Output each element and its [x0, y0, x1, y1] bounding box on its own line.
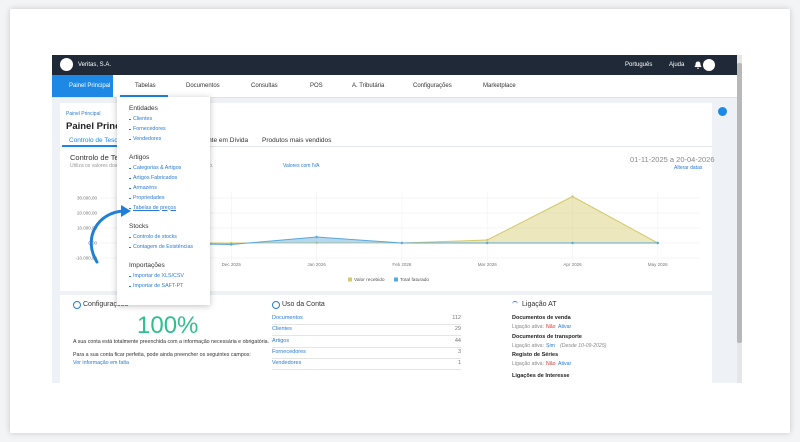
dropdown-bullet — [129, 168, 131, 169]
dropdown-bullet — [129, 247, 131, 248]
dropdown-bullet — [129, 178, 131, 179]
dropdown-bullet — [129, 188, 131, 189]
y-tick-label: 0,00 — [88, 241, 97, 246]
dropdown-header: Entidades — [129, 106, 158, 113]
data-point — [315, 236, 317, 238]
x-tick-label: Jan 2026 — [307, 262, 326, 267]
dropdown-header: Importações — [129, 263, 165, 270]
x-tick-label: Feb 2026 — [392, 262, 412, 267]
data-point — [486, 242, 488, 244]
legend-label: Valor recebido — [354, 277, 385, 283]
dropdown-bullet — [129, 198, 131, 199]
x-tick-label: May 2026 — [648, 262, 668, 267]
data-point — [401, 242, 403, 244]
dropdown-item[interactable]: Categorias & Artigos — [133, 166, 181, 171]
dropdown-item[interactable]: Artigos Fabricados — [133, 176, 177, 181]
x-tick-label: Apr 2026 — [563, 262, 582, 267]
dropdown-item[interactable]: Controlo de stocks — [133, 235, 177, 240]
dropdown-item[interactable]: Importar de XLS/CSV — [133, 274, 184, 279]
data-point — [571, 242, 573, 244]
dropdown-header: Artigos — [129, 155, 149, 162]
data-point — [571, 195, 573, 197]
x-tick-label: Dec 2025 — [222, 262, 242, 267]
tabelas-dropdown: Entidades Clientes Fornecedores Vendedores A… — [117, 97, 210, 305]
dropdown-bullet — [129, 276, 131, 277]
x-tick-label: Mar 2026 — [478, 262, 498, 267]
data-point — [230, 243, 232, 245]
legend-swatch — [394, 278, 398, 282]
legend-label: Total faturado — [400, 277, 429, 283]
dropdown-item[interactable]: Importar de SAFT-PT — [133, 284, 183, 289]
y-tick-label: -10.000,00 — [75, 256, 97, 261]
dropdown-item[interactable]: Vendedores — [133, 137, 161, 142]
dropdown-item[interactable]: Fornecedores — [133, 127, 166, 132]
dropdown-bullet — [129, 139, 131, 140]
dropdown-item[interactable]: Clientes — [133, 117, 152, 122]
dropdown-header: Stocks — [129, 224, 149, 231]
dropdown-bullet — [129, 286, 131, 287]
dropdown-bullet — [129, 119, 131, 120]
dropdown-bullet — [129, 129, 131, 130]
data-point — [486, 239, 488, 241]
y-tick-label: 30.000,00 — [77, 196, 98, 201]
data-point — [657, 242, 659, 244]
dropdown-bullet — [129, 208, 131, 209]
y-tick-label: 20.000,00 — [77, 211, 98, 216]
dropdown-item[interactable]: Tabelas de preços — [133, 206, 176, 211]
dropdown-bullet — [129, 237, 131, 238]
legend-swatch — [348, 278, 352, 282]
dropdown-item[interactable]: Armazéns — [133, 186, 157, 191]
dropdown-item[interactable]: Contagem de Existências — [133, 245, 193, 250]
dropdown-item[interactable]: Propriedades — [133, 196, 165, 201]
y-tick-label: 10.000,00 — [77, 226, 98, 231]
